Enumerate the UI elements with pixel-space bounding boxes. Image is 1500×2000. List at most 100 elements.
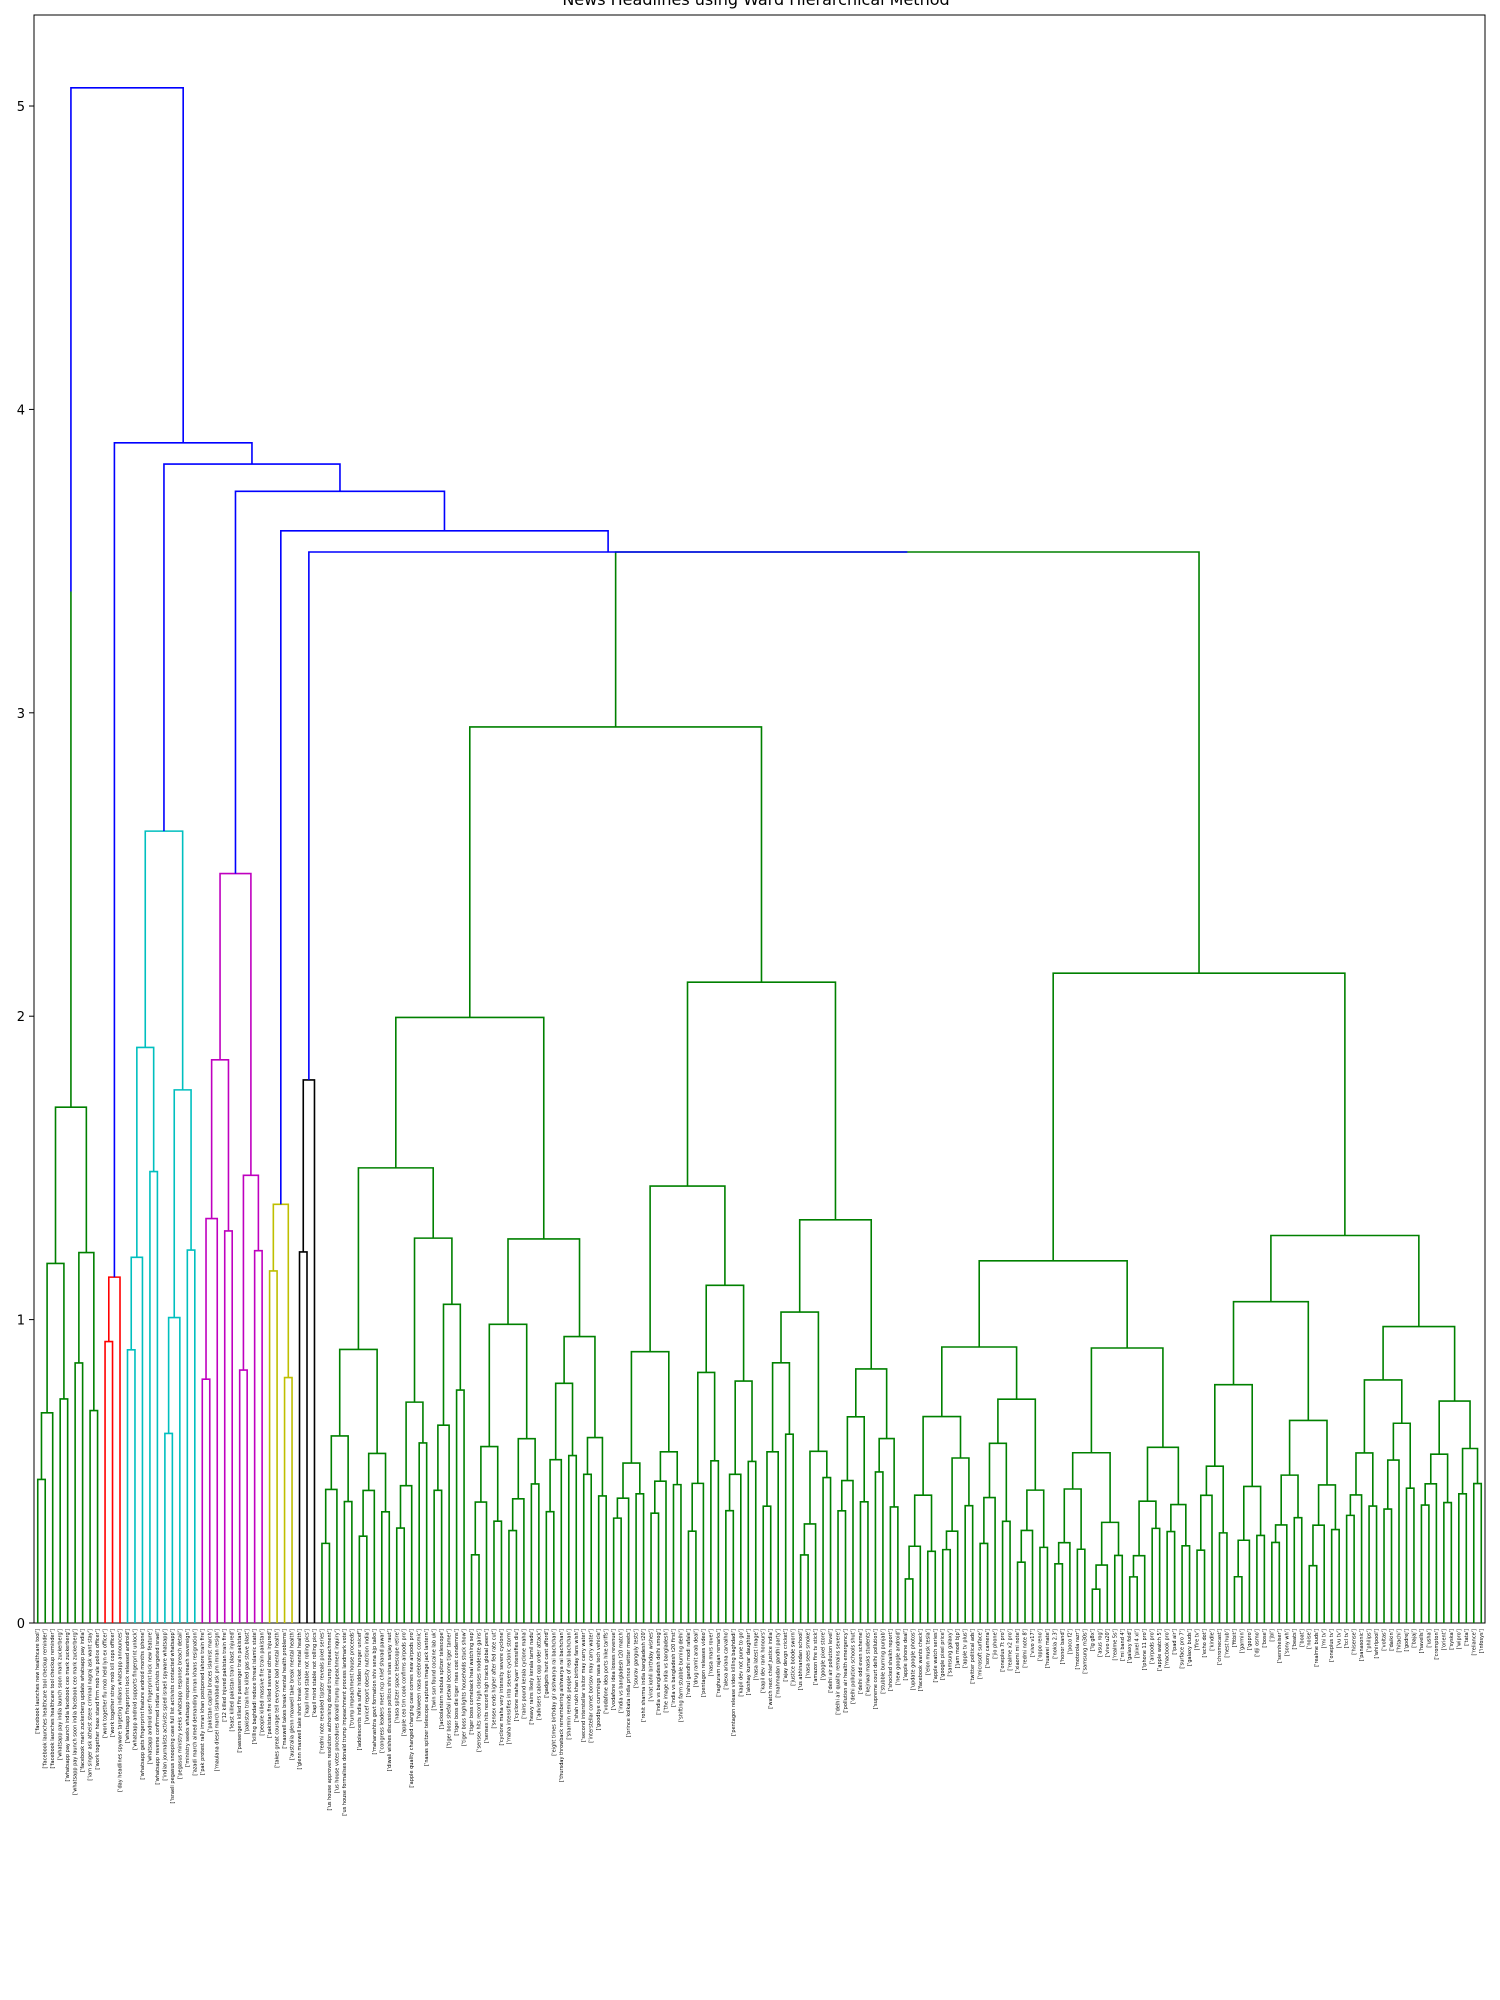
dendrogram-link: [691, 1482, 705, 1623]
dendrogram-link: [399, 1484, 413, 1623]
dendrogram-link: [1218, 1532, 1228, 1623]
leaf-label: ['glenn maxwell take short break cricket…: [297, 1629, 303, 1770]
dendrogram-link: [219, 872, 252, 1176]
dendrogram-link: [59, 1398, 69, 1623]
dendrogram-link: [728, 1473, 742, 1623]
dendrogram-link: [234, 490, 446, 874]
dendrogram-link: [1054, 1562, 1064, 1623]
leaf-label: ['supreme court delhi pollution']: [873, 1629, 879, 1709]
dendrogram-link: [1458, 1492, 1468, 1623]
leaf-label: ['sennheiser']: [1277, 1629, 1283, 1663]
leaf-label: ['mi tv']: [1322, 1629, 1328, 1648]
dendrogram-link: [1293, 1516, 1303, 1623]
leaf-label: ['takes great courage tell everyone bad …: [275, 1629, 281, 1768]
leaf-label: ['pegasus ministry seeks whatsapp respon…: [177, 1629, 183, 1779]
dendrogram-link: [904, 1578, 914, 1623]
dendrogram-link: [1113, 1554, 1124, 1623]
leaf-label: ['asus rog']: [1097, 1629, 1103, 1657]
leaf-label: ['sensex ends higher after fed rate cut'…: [491, 1629, 497, 1729]
leaf-label: ['heavy rains likely kerala tamil nadu']: [529, 1629, 535, 1725]
dendrogram-link: [474, 1501, 488, 1623]
dendrogram-link: [1132, 1554, 1146, 1623]
leaf-label: ['pakistan capital braces islamist march…: [207, 1629, 213, 1732]
dendrogram-link: [734, 1380, 753, 1475]
dendrogram-link: [405, 1401, 424, 1486]
dendrogram-link: [1345, 1514, 1355, 1623]
dendrogram-link: [951, 1457, 970, 1532]
dendrogram-link: [1392, 1422, 1412, 1489]
dendrogram-link: [144, 830, 184, 1090]
dendrogram-link: [164, 1432, 174, 1623]
leaf-label: ['congress leaders meet ncp chief sharad…: [379, 1629, 385, 1753]
dendrogram-link: [242, 1174, 260, 1371]
leaf-label: ['jackolantern nebula spitzer telescope'…: [439, 1629, 445, 1729]
dendrogram-link: [480, 1445, 499, 1522]
leaf-label: ['maulana diesel march islamabad ask pm …: [215, 1629, 221, 1771]
leaf-label: ['eight times birthday gir aishwarya rai…: [551, 1629, 557, 1756]
leaf-label: ['apple tv plus']: [963, 1629, 969, 1668]
dendrogram-link: [840, 1479, 854, 1623]
dendrogram-link: [437, 1424, 450, 1623]
dendrogram-link: [979, 1542, 989, 1623]
leaf-label: ['jio phone']: [993, 1629, 999, 1659]
leaf-label: ['oneplus 7t pro']: [1000, 1629, 1006, 1672]
dendrogram-link: [89, 1409, 99, 1623]
dendrogram-link: [442, 1303, 462, 1426]
dendrogram-link: [507, 1238, 581, 1337]
leaf-label: ['pentagon releases video']: [701, 1629, 707, 1697]
dendrogram-link: [362, 1489, 376, 1623]
leaf-label: ['day headlines spyware targeting indian…: [118, 1629, 124, 1792]
dendrogram-link: [630, 1350, 670, 1464]
leaf-label: ['sourav ganguly tests']: [634, 1629, 640, 1688]
y-axis: 0 1 2 3 4 5: [17, 100, 34, 1632]
leaf-label: ['kindle']: [1210, 1629, 1216, 1651]
dendrogram-link: [358, 1535, 368, 1623]
dendrogram-link: [1170, 1503, 1187, 1546]
leaf-label: ['least killed pakistan train blast inju…: [230, 1629, 236, 1732]
leaf-label: ['apple quality changed charging case co…: [409, 1629, 415, 1788]
leaf-label: ['azadi march aimed demanding imran khan…: [192, 1629, 198, 1776]
dendrogram-link: [649, 1185, 726, 1352]
leaf-label: ['drug ramit arab deal']: [693, 1629, 699, 1687]
leaf-label: ['godrej']: [1404, 1629, 1410, 1652]
dendrogram-link: [799, 1554, 809, 1623]
dendrogram-link: [1274, 1524, 1288, 1623]
leaf-label: ['kapil mind stable not rolling pics']: [304, 1629, 310, 1717]
leaf-label: ['rahul gandhi modi rafale']: [686, 1629, 692, 1697]
leaf-label: ['nasa mars rover']: [708, 1629, 714, 1676]
leaf-label: ['motorola razr']: [1075, 1629, 1081, 1669]
dendrogram-link: [964, 1504, 974, 1623]
leaf-label: ['pollution air health emergency']: [843, 1629, 849, 1713]
leaf-label: ['sony camera']: [985, 1629, 991, 1668]
leaf-label: ['whatsapp gets fingerprint feature andr…: [140, 1629, 146, 1780]
leaf-label: ['oneplus tv']: [1329, 1629, 1335, 1662]
leaf-label: ['samsung m30s']: [1082, 1629, 1088, 1674]
y-tick-label: 2: [17, 1010, 25, 1025]
leaf-label: ['fire tv']: [1195, 1629, 1201, 1650]
y-tick-label: 5: [17, 100, 25, 115]
dendrogram-link: [1312, 1524, 1325, 1623]
dendrogram-link: [163, 463, 341, 832]
leaf-label: ['iphone 11 pro']: [1142, 1629, 1148, 1670]
dendrogram-link: [508, 1529, 518, 1623]
dendrogram-link: [922, 1415, 962, 1496]
leaf-label: ['pakistan train fire killed gas stove b…: [245, 1629, 251, 1734]
leaf-label: ['delhi odd even scheme']: [858, 1629, 864, 1694]
leaf-label: ['kapil dev rank honours']: [761, 1629, 767, 1693]
dendrogram-link: [1382, 1325, 1456, 1402]
leaf-label: ['realme buds']: [1314, 1629, 1320, 1667]
dendrogram-link: [1090, 1347, 1164, 1453]
leaf-label: ['indian journalists activists spied isr…: [162, 1629, 168, 1781]
y-tick-label: 0: [17, 1617, 25, 1632]
dendrogram-link: [1405, 1487, 1415, 1623]
leaf-label: ['boat']: [1299, 1629, 1305, 1647]
leaf-label: ['tiger boss die tiger rises cost condem…: [454, 1629, 460, 1736]
leaf-label: ['havells']: [1419, 1629, 1425, 1653]
dendrogram-link: [280, 529, 609, 1205]
leaf-label: ['whatsapp fingerprint lock released and…: [125, 1629, 131, 1743]
dendrogram-link: [367, 1452, 387, 1512]
leaf-label: ['israeli pegasus snooping case full lis…: [170, 1629, 176, 1804]
leaf-label: ['facebook mark zuckerberg update whatsa…: [80, 1629, 86, 1772]
dendrogram-link: [567, 1454, 578, 1623]
dendrogram-link: [488, 1323, 528, 1447]
